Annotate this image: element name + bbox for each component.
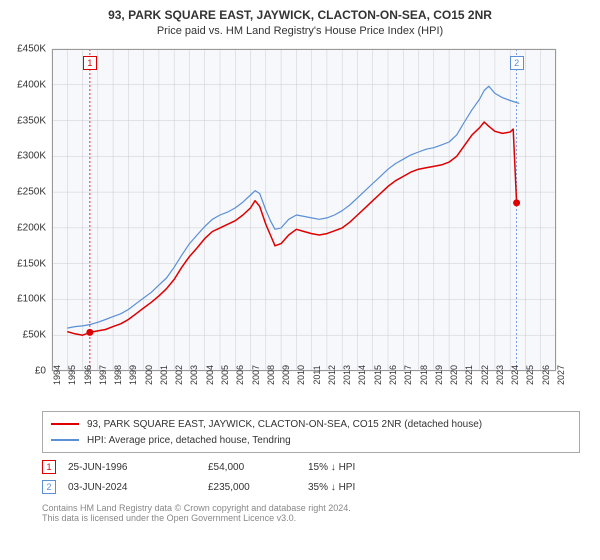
ytick-label: £150K (12, 258, 46, 269)
xtick-label: 1996 (83, 365, 93, 385)
xtick-label: 2000 (144, 365, 154, 385)
ytick-label: £400K (12, 79, 46, 90)
event-marker-badge: 2 (510, 56, 524, 70)
legend-item: HPI: Average price, detached house, Tend… (51, 432, 571, 448)
xtick-label: 2017 (403, 365, 413, 385)
chart-area: £0 £50K £100K £150K £200K £250K £300K £350K £400… (10, 43, 570, 403)
xtick-label: 2010 (296, 365, 306, 385)
xtick-label: 2021 (464, 365, 474, 385)
xtick-label: 2015 (373, 365, 383, 385)
xtick-label: 1997 (98, 365, 108, 385)
xtick-label: 1994 (52, 365, 62, 385)
xtick-label: 2003 (189, 365, 199, 385)
legend-swatch (51, 423, 79, 425)
legend-swatch (51, 439, 79, 441)
footer-line: Contains HM Land Registry data © Crown c… (42, 503, 580, 513)
xtick-label: 2004 (205, 365, 215, 385)
xtick-label: 2002 (174, 365, 184, 385)
xtick-label: 1998 (113, 365, 123, 385)
xtick-label: 2007 (251, 365, 261, 385)
legend: 93, PARK SQUARE EAST, JAYWICK, CLACTON-O… (42, 411, 580, 453)
event-date: 03-JUN-2024 (68, 482, 208, 493)
chart-title-main: 93, PARK SQUARE EAST, JAYWICK, CLACTON-O… (0, 0, 600, 22)
event-price: £235,000 (208, 482, 308, 493)
ytick-label: £100K (12, 294, 46, 305)
xtick-label: 2025 (525, 365, 535, 385)
ytick-label: £350K (12, 115, 46, 126)
event-row: 1 25-JUN-1996£54,00015% ↓ HPI (42, 457, 580, 477)
xtick-label: 2020 (449, 365, 459, 385)
ytick-label: £50K (12, 330, 46, 341)
event-row: 2 03-JUN-2024£235,00035% ↓ HPI (42, 477, 580, 497)
ytick-label: £250K (12, 187, 46, 198)
xtick-label: 2014 (357, 365, 367, 385)
ytick-label: £300K (12, 151, 46, 162)
legend-label: 93, PARK SQUARE EAST, JAYWICK, CLACTON-O… (87, 419, 482, 430)
event-diff: 15% ↓ HPI (308, 462, 408, 473)
xtick-label: 2011 (312, 365, 322, 384)
event-marker-badge: 1 (83, 56, 97, 70)
event-date: 25-JUN-1996 (68, 462, 208, 473)
event-table: 1 25-JUN-1996£54,00015% ↓ HPI 2 03-JUN-2024… (42, 457, 580, 497)
event-badge: 1 (42, 460, 56, 474)
xtick-label: 2006 (235, 365, 245, 385)
ytick-label: £0 (12, 366, 46, 377)
legend-item: 93, PARK SQUARE EAST, JAYWICK, CLACTON-O… (51, 416, 571, 432)
chart-title-sub: Price paid vs. HM Land Registry's House … (0, 22, 600, 43)
xtick-label: 1995 (67, 365, 77, 385)
xtick-label: 2024 (510, 365, 520, 385)
xtick-label: 2019 (434, 365, 444, 385)
footer: Contains HM Land Registry data © Crown c… (42, 503, 580, 523)
ytick-label: £200K (12, 222, 46, 233)
footer-line: This data is licensed under the Open Gov… (42, 513, 580, 523)
xtick-label: 2026 (541, 365, 551, 385)
event-diff: 35% ↓ HPI (308, 482, 408, 493)
chart-svg (10, 43, 570, 403)
event-badge: 2 (42, 480, 56, 494)
ytick-label: £450K (12, 44, 46, 55)
xtick-label: 2022 (480, 365, 490, 385)
event-price: £54,000 (208, 462, 308, 473)
xtick-label: 2027 (556, 365, 566, 385)
xtick-label: 2013 (342, 365, 352, 385)
xtick-label: 2009 (281, 365, 291, 385)
xtick-label: 2001 (159, 365, 169, 385)
xtick-label: 2005 (220, 365, 230, 385)
xtick-label: 2023 (495, 365, 505, 385)
xtick-label: 2016 (388, 365, 398, 385)
xtick-label: 2018 (419, 365, 429, 385)
xtick-label: 2012 (327, 365, 337, 385)
legend-label: HPI: Average price, detached house, Tend… (87, 435, 291, 446)
xtick-label: 2008 (266, 365, 276, 385)
xtick-label: 1999 (128, 365, 138, 385)
